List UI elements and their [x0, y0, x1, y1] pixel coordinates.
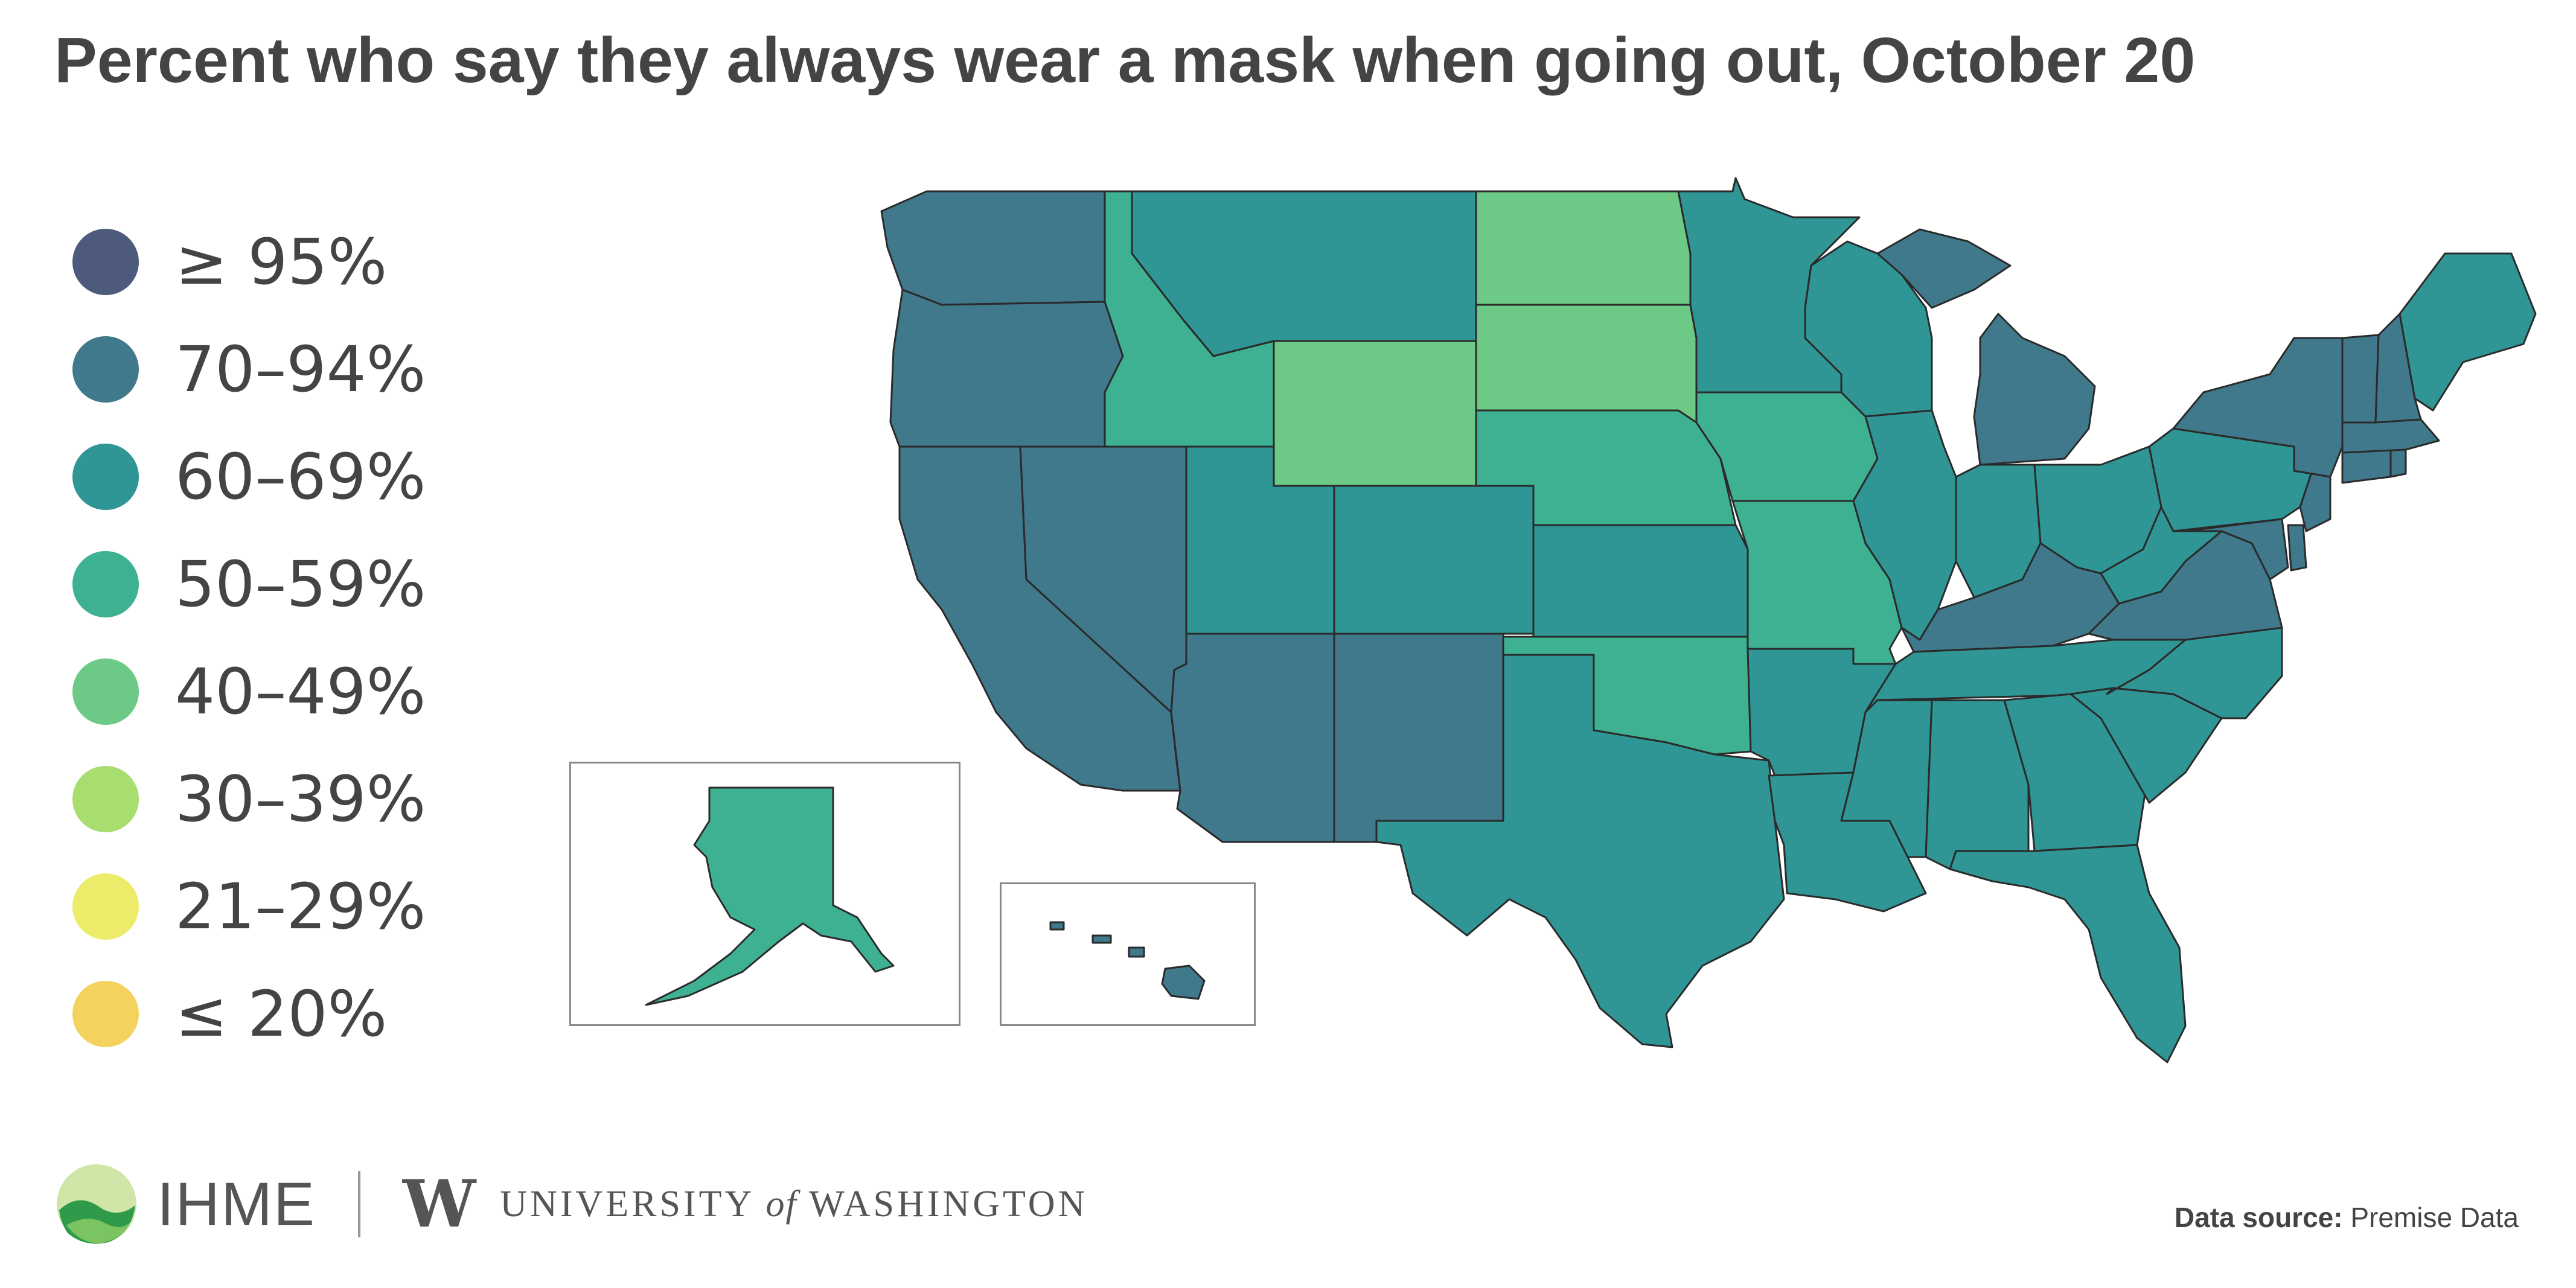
footer-logos: IHME W UNIVERSITY of WASHINGTON — [54, 1162, 1088, 1246]
state-AK — [645, 786, 895, 1006]
legend-item: 30–39% — [72, 745, 426, 853]
legend-label: ≤ 20% — [175, 977, 388, 1051]
state-RI — [2389, 448, 2407, 478]
legend-swatch — [72, 766, 139, 832]
legend: ≥ 95% 70–94% 60–69% 50–59% 40–49% 30–39%… — [72, 208, 426, 1068]
ihme-wordmark: IHME — [157, 1169, 316, 1239]
hawaii-inset — [1000, 882, 1256, 1026]
state-KS — [1532, 524, 1749, 638]
legend-label: 50–59% — [175, 547, 426, 621]
state-WA — [880, 190, 1106, 306]
uw-wordmark: UNIVERSITY of WASHINGTON — [500, 1183, 1088, 1226]
state-WY — [1273, 340, 1477, 487]
legend-item: ≥ 95% — [72, 208, 426, 316]
uw-of: of — [765, 1183, 797, 1225]
state-HI — [1049, 921, 1206, 1000]
state-MA — [2341, 418, 2440, 454]
state-MI — [1876, 228, 2096, 466]
state-AZ — [1170, 633, 1335, 843]
state-FL — [1949, 844, 2187, 1063]
legend-label: 40–49% — [175, 655, 426, 728]
state-NH — [2374, 313, 2422, 424]
legend-item: 70–94% — [72, 316, 426, 423]
data-source-label: Data source: — [2174, 1202, 2343, 1233]
state-ND — [1475, 190, 1692, 306]
state-DE — [2287, 524, 2307, 572]
legend-item: 21–29% — [72, 853, 426, 960]
state-NC — [2106, 626, 2283, 719]
uw-washington: WASHINGTON — [809, 1183, 1088, 1225]
legend-item: ≤ 20% — [72, 960, 426, 1068]
ihme-logo-icon — [57, 1164, 136, 1244]
legend-label: 70–94% — [175, 333, 426, 406]
legend-swatch — [72, 336, 139, 403]
legend-label: 21–29% — [175, 870, 426, 943]
state-OR — [889, 289, 1124, 448]
state-CO — [1333, 485, 1535, 635]
state-CT — [2341, 448, 2392, 484]
state-NM — [1333, 633, 1504, 843]
state-MD — [2184, 518, 2289, 581]
legend-swatch — [72, 229, 139, 295]
legend-label: 30–39% — [175, 762, 426, 836]
legend-swatch — [72, 873, 139, 940]
data-source: Data source: Premise Data — [2175, 1201, 2519, 1234]
legend-label: ≥ 95% — [175, 225, 388, 299]
legend-swatch — [72, 444, 139, 510]
data-source-value: Premise Data — [2350, 1202, 2519, 1233]
legend-swatch — [72, 658, 139, 725]
map-title: Percent who say they always wear a mask … — [54, 25, 2196, 96]
legend-item: 60–69% — [72, 423, 426, 531]
legend-item: 50–59% — [72, 531, 426, 638]
state-MS — [1840, 699, 1933, 858]
logo-divider — [358, 1171, 360, 1237]
uw-w-logo: W — [403, 1166, 476, 1242]
state-ME — [2399, 252, 2537, 412]
state-VT — [2341, 334, 2380, 424]
legend-label: 60–69% — [175, 440, 426, 514]
legend-swatch — [72, 981, 139, 1047]
state-SD — [1475, 304, 1698, 424]
legend-item: 40–49% — [72, 638, 426, 745]
state-TX — [1375, 654, 1785, 1048]
uw-university: UNIVERSITY — [500, 1183, 753, 1225]
legend-swatch — [72, 551, 139, 617]
